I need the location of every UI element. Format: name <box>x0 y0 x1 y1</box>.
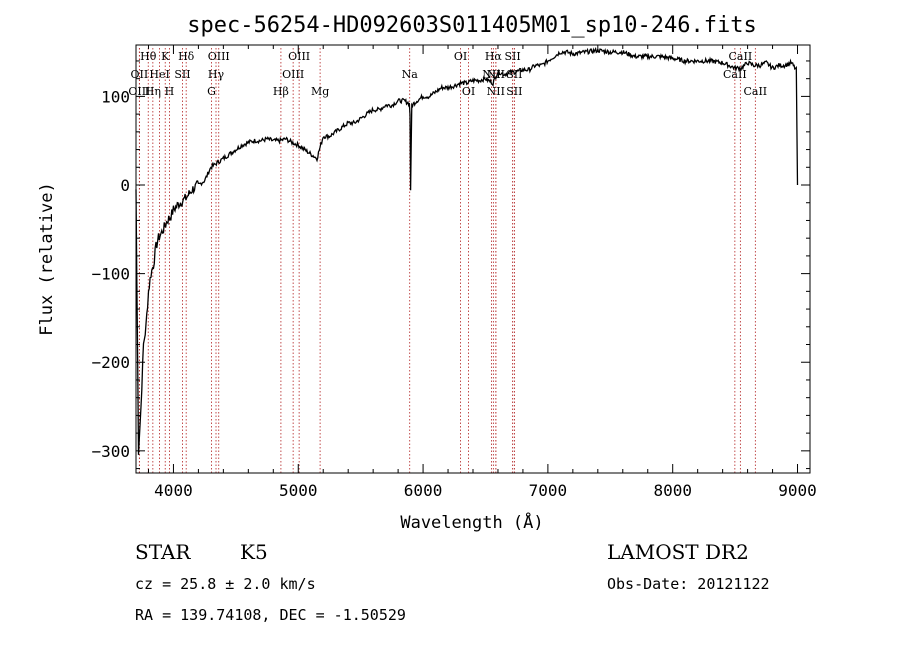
line-label-oiii: OIII <box>288 50 310 63</box>
x-axis: 4000 5000 6000 7000 8000 9000 <box>147 45 817 500</box>
x-tick-label: 5000 <box>279 481 318 500</box>
line-label-caii: CaII <box>723 68 747 81</box>
x-axis-label: Wavelength (Å) <box>400 511 543 533</box>
ra-dec-text: RA = 139.74108, DEC = -1.50529 <box>135 606 406 624</box>
line-label-g: G <box>207 85 216 98</box>
survey-name: LAMOST DR2 <box>607 540 749 564</box>
line-label-hα: Hα <box>485 50 503 63</box>
line-label-oi: OI <box>462 85 475 98</box>
y-tick-label: −200 <box>91 353 130 372</box>
object-subclass: K5 <box>240 540 268 564</box>
y-axis: −300 −200 −100 0 100 <box>91 60 810 470</box>
line-label-oiii: OIII <box>282 68 304 81</box>
chart-title: spec-56254-HD092603S011405M01_sp10-246.f… <box>187 13 757 38</box>
y-tick-label: −300 <box>91 442 130 461</box>
line-label-hβ: Hβ <box>273 85 289 98</box>
line-label-caii: CaII <box>729 50 753 63</box>
line-markers <box>138 48 756 473</box>
line-label-nii: NII <box>487 68 505 81</box>
line-label-sii: SII <box>506 85 522 98</box>
x-tick-label: 8000 <box>653 481 692 500</box>
line-label-na: Na <box>402 68 419 81</box>
line-label-sii: SII <box>504 50 520 63</box>
y-tick-label: −100 <box>91 265 130 284</box>
y-tick-label: 100 <box>101 87 130 106</box>
line-label-hγ: Hγ <box>208 68 225 81</box>
line-label-mg: Mg <box>311 85 329 98</box>
y-axis-label: Flux (relative) <box>37 182 57 336</box>
redshift-text: cz = 25.8 ± 2.0 km/s <box>135 575 316 593</box>
line-label-k: K <box>161 50 170 63</box>
line-label-hθ: Hθ <box>140 50 157 63</box>
x-tick-label: 9000 <box>778 481 817 500</box>
y-tick-label: 0 <box>120 176 130 195</box>
line-label-hδ: Hδ <box>178 50 195 63</box>
x-tick-label: 4000 <box>154 481 193 500</box>
x-tick-label: 7000 <box>529 481 568 500</box>
line-label-h: H <box>165 85 175 98</box>
spectrum-line <box>135 46 799 455</box>
line-label-caii: CaII <box>743 85 767 98</box>
line-label-oii: OII <box>131 68 149 81</box>
line-label-oi: OI <box>454 50 467 63</box>
object-class: STAR <box>135 540 191 564</box>
obs-date: Obs-Date: 20121122 <box>607 575 770 593</box>
line-label-hη: Hη <box>145 85 161 98</box>
line-label-nii: NII <box>487 85 505 98</box>
plot-frame <box>135 44 811 474</box>
line-label-hei: HeI <box>149 68 169 81</box>
x-tick-label: 6000 <box>404 481 443 500</box>
line-label-oiii: OIII <box>128 85 150 98</box>
line-label-oiii: OIII <box>208 50 230 63</box>
line-label-sii: SII <box>174 68 190 81</box>
